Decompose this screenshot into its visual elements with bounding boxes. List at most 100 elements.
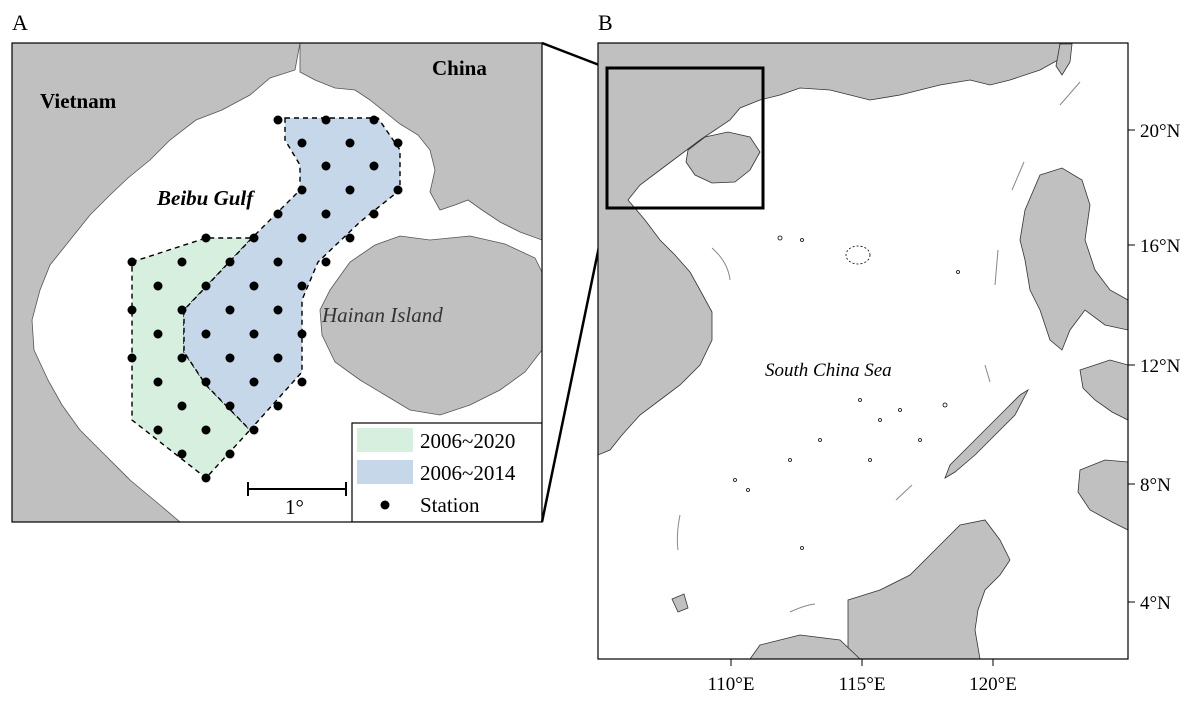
hainan-island [319, 235, 542, 416]
station-point [273, 209, 283, 219]
station-point [369, 209, 379, 219]
station-point [297, 377, 307, 387]
station-point [321, 161, 331, 171]
station-point [297, 281, 307, 291]
station-point [127, 305, 137, 315]
legend-blue-label: 2006~2014 [420, 461, 516, 485]
legend: 2006~2020 2006~2014 Station [351, 422, 542, 522]
station-point [273, 401, 283, 411]
y-tick-20n: 20°N [1140, 121, 1181, 142]
china-label: China [432, 56, 487, 80]
station-point [249, 329, 259, 339]
station-point [225, 305, 235, 315]
mindanao [1077, 459, 1128, 531]
hainan-small [685, 131, 761, 184]
station-point [201, 281, 211, 291]
station-point [297, 185, 307, 195]
legend-green-swatch [357, 428, 413, 452]
station-point [177, 353, 187, 363]
panel-a-map: Vietnam China Beibu Gulf Hainan Island 1… [12, 43, 542, 522]
zoom-box [605, 66, 765, 210]
x-tick-110: 110°E [708, 674, 755, 695]
sumatra [749, 634, 861, 659]
station-point [249, 233, 259, 243]
station-point [153, 281, 163, 291]
zoom-connector-bottom [540, 207, 609, 523]
station-point [321, 257, 331, 267]
legend-blue-swatch [357, 460, 413, 484]
station-point [273, 305, 283, 315]
station-point [369, 161, 379, 171]
station-point [249, 281, 259, 291]
station-point [321, 209, 331, 219]
station-point [201, 233, 211, 243]
china-land [299, 43, 542, 241]
station-points [127, 115, 403, 483]
station-point [201, 425, 211, 435]
station-point [153, 329, 163, 339]
station-point [273, 257, 283, 267]
station-point [345, 138, 355, 148]
hainan-island-label: Hainan Island [321, 303, 443, 327]
station-point [393, 185, 403, 195]
beibu-gulf-label: Beibu Gulf [156, 186, 255, 210]
station-point [297, 233, 307, 243]
station-point [177, 401, 187, 411]
station-point [127, 257, 137, 267]
zone-2006-2020 [131, 237, 254, 479]
station-point [393, 138, 403, 148]
station-point [177, 449, 187, 459]
station-point [249, 425, 259, 435]
malay-peninsula [671, 593, 689, 613]
station-point [321, 115, 331, 125]
station-point [127, 353, 137, 363]
scale-bar: 1° [247, 482, 347, 519]
palawan [944, 388, 1030, 479]
dash-lines [676, 81, 1081, 613]
panel-a-frame [11, 42, 543, 523]
legend-green-label: 2006~2020 [420, 429, 515, 453]
reef-islands [733, 235, 960, 550]
station-point [225, 449, 235, 459]
station-point [273, 353, 283, 363]
x-tick-120: 120°E [969, 674, 1017, 695]
panel-b-frame [597, 42, 1129, 660]
scale-bar-label: 1° [285, 495, 304, 519]
vietnam-land [12, 43, 301, 522]
y-tick-12n: 12°N [1140, 356, 1181, 377]
station-point [201, 377, 211, 387]
station-point [273, 115, 283, 125]
station-point [153, 425, 163, 435]
station-point [225, 257, 235, 267]
y-tick-8n: 8°N [1140, 475, 1171, 496]
legend-station-marker [380, 500, 390, 510]
taiwan [1055, 43, 1073, 76]
sea-label: South China Sea [765, 360, 892, 381]
borneo [847, 519, 1011, 659]
y-tick-4n: 4°N [1140, 593, 1171, 614]
legend-station-label: Station [420, 493, 480, 517]
station-point [177, 305, 187, 315]
zoom-connector-top [541, 41, 608, 70]
station-point [177, 257, 187, 267]
station-point [225, 401, 235, 411]
mainland-asia [598, 43, 1061, 456]
station-point [249, 377, 259, 387]
vietnam-label: Vietnam [40, 89, 117, 113]
x-axis [730, 659, 994, 666]
station-point [201, 473, 211, 483]
panel-b-map: South China Sea [598, 43, 1128, 659]
station-point [345, 233, 355, 243]
station-point [297, 329, 307, 339]
station-point [153, 377, 163, 387]
station-point [345, 185, 355, 195]
station-point [225, 353, 235, 363]
station-point [297, 138, 307, 148]
y-axis [1128, 129, 1135, 603]
panel-a-label: A [12, 10, 28, 35]
panel-b-label: B [598, 10, 613, 35]
y-tick-16n: 16°N [1140, 236, 1181, 257]
x-tick-115: 115°E [839, 674, 886, 695]
station-point [201, 329, 211, 339]
